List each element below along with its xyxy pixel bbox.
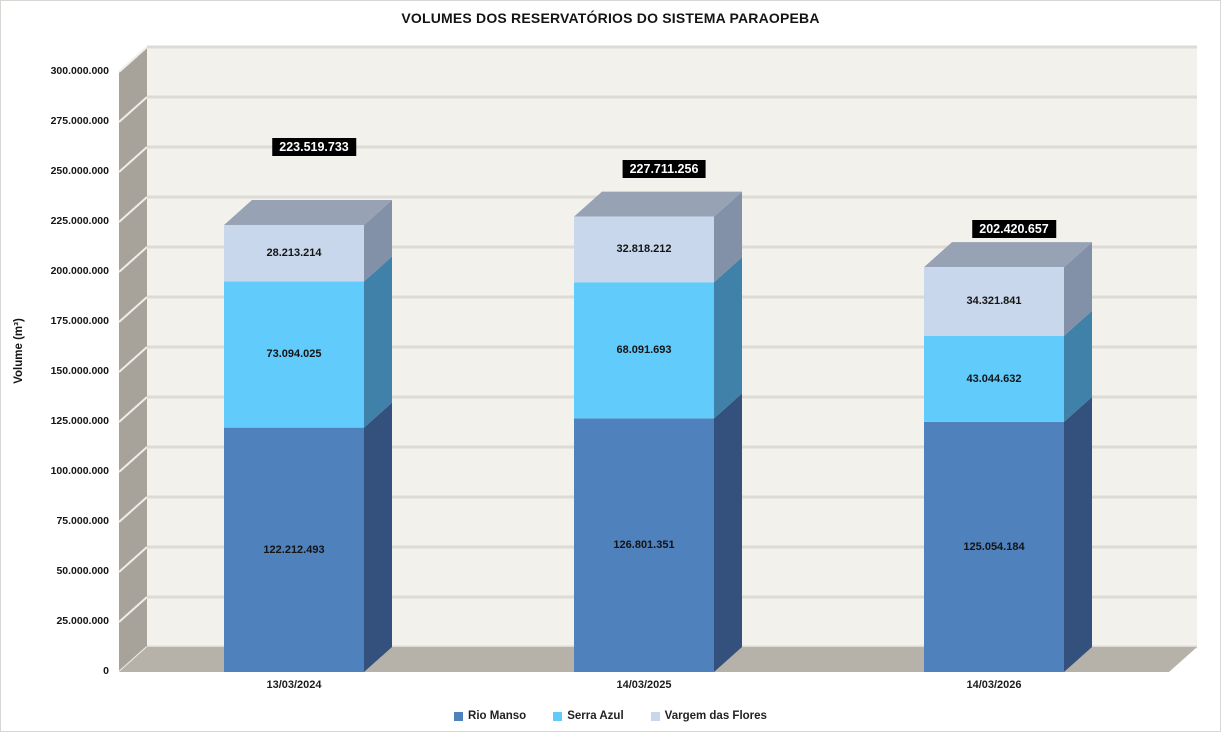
total-label: 202.420.657	[972, 220, 1056, 239]
total-label: 223.519.733	[272, 137, 356, 156]
y-axis-tick-label: 25.000.000	[56, 615, 109, 627]
bar-14-03-2026-top	[924, 242, 1092, 268]
side-wall-gridline	[118, 246, 148, 273]
legend-label: Vargem das Flores	[664, 710, 767, 722]
bar-14-03-2025-vargem-das-flores-side	[714, 191, 742, 283]
side-wall-gridline	[118, 146, 148, 173]
legend-swatch-rio-manso	[454, 711, 464, 721]
y-axis-tick-label: 125.000.000	[50, 415, 109, 427]
bar-14-03-2026-vargem-das-flores-front	[924, 267, 1064, 336]
legend-swatch-serra-azul	[553, 711, 563, 721]
side-wall-gridline	[118, 346, 148, 373]
y-axis-tick-label: 200.000.000	[50, 265, 109, 277]
legend-item-vargem-das-flores: Vargem das Flores	[650, 710, 767, 722]
bar-14-03-2025-serra-azul-side	[714, 257, 742, 419]
y-axis-tick-label: 75.000.000	[56, 515, 109, 527]
bar-13-03-2024-top	[224, 199, 392, 225]
legend-label: Serra Azul	[567, 710, 624, 722]
bar-13-03-2024-vargem-das-flores-front	[224, 224, 364, 282]
y-axis-tick-label: 225.000.000	[50, 215, 109, 227]
y-axis-tick-label: 0	[103, 665, 109, 677]
bar-14-03-2026-vargem-das-flores-side	[1064, 242, 1092, 336]
chart-title: VOLUMES DOS RESERVATÓRIOS DO SISTEMA PAR…	[401, 10, 820, 26]
y-axis-tick-label: 50.000.000	[56, 565, 109, 577]
side-wall-gridline	[118, 46, 148, 73]
segment-value-label: 32.818.212	[616, 243, 672, 256]
bar-13-03-2024-rio-manso-side	[364, 402, 392, 672]
segment-value-label: 43.044.632	[966, 372, 1022, 385]
y-axis-tick-label: 275.000.000	[50, 115, 109, 127]
side-wall-gridline	[118, 496, 148, 523]
x-axis-label: 14/03/2026	[966, 679, 1022, 691]
total-label: 227.711.256	[622, 159, 706, 178]
y-axis-tick-label: 250.000.000	[50, 165, 109, 177]
x-axis-label: 13/03/2024	[266, 679, 322, 691]
side-wall-gridline	[118, 96, 148, 123]
x-axis-label: 14/03/2025	[616, 679, 672, 691]
segment-value-label: 125.054.184	[963, 540, 1025, 553]
segment-value-label: 28.213.214	[266, 247, 322, 260]
bar-14-03-2025-top	[574, 191, 742, 217]
bar-14-03-2025-vargem-das-flores-front	[574, 216, 714, 283]
side-wall-gridline	[118, 546, 148, 573]
segment-value-label: 34.321.841	[966, 295, 1022, 308]
legend: Rio Manso Serra Azul Vargem das Flores	[1, 710, 1220, 722]
y-axis-tick-label: 100.000.000	[50, 465, 109, 477]
segment-value-label: 126.801.351	[613, 539, 675, 552]
bar-13-03-2024-serra-azul-side	[364, 256, 392, 428]
bar-13-03-2024-serra-azul-front	[224, 281, 364, 428]
legend-label: Rio Manso	[468, 710, 527, 722]
bar-14-03-2026-rio-manso-side	[1064, 396, 1092, 672]
bar-14-03-2026-serra-azul-front	[924, 335, 1064, 422]
side-wall-gridline	[118, 396, 148, 423]
bar-14-03-2025-rio-manso-side	[714, 393, 742, 672]
segment-value-label: 122.212.493	[263, 543, 325, 556]
side-wall-gridline	[118, 296, 148, 323]
y-axis-tick-label: 175.000.000	[50, 315, 109, 327]
segment-value-label: 73.094.025	[266, 348, 322, 361]
bar-13-03-2024-vargem-das-flores-side	[364, 199, 392, 282]
bar-14-03-2026-rio-manso-front	[924, 421, 1064, 672]
side-wall-gridline	[118, 196, 148, 223]
legend-item-rio-manso: Rio Manso	[454, 710, 526, 722]
side-wall-gridline	[118, 446, 148, 473]
segment-value-label: 68.091.693	[616, 344, 672, 357]
bar-14-03-2026-serra-azul-side	[1064, 310, 1092, 422]
bar-14-03-2025-serra-azul-front	[574, 282, 714, 419]
y-axis-tick-label: 300.000.000	[50, 65, 109, 77]
bar-14-03-2025-rio-manso-front	[574, 418, 714, 672]
legend-swatch-vargem-das-flores	[650, 711, 660, 721]
y-axis-tick-label: 150.000.000	[50, 365, 109, 377]
side-wall-gridline	[118, 596, 148, 623]
legend-item-serra-azul: Serra Azul	[553, 710, 624, 722]
bar-13-03-2024-rio-manso-front	[224, 427, 364, 672]
